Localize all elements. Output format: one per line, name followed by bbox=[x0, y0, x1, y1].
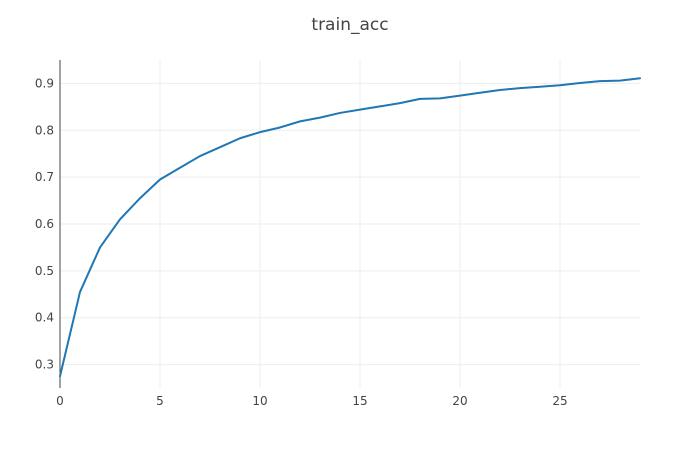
y-tick-label: 0.8 bbox=[35, 123, 54, 137]
y-tick-label: 0.3 bbox=[35, 358, 54, 372]
y-tick-label: 0.6 bbox=[35, 217, 54, 231]
series-layer bbox=[59, 77, 641, 378]
x-tick-label: 15 bbox=[352, 394, 367, 408]
y-tick-label: 0.5 bbox=[35, 264, 54, 278]
x-tick-label: 20 bbox=[452, 394, 467, 408]
y-tick-label: 0.4 bbox=[35, 311, 54, 325]
x-tick-label: 5 bbox=[156, 394, 164, 408]
tick-labels: 0 5 10 15 20 25 0.3 0.4 0.5 0.6 0.7 0.8 0.9 bbox=[35, 76, 568, 408]
chart-title: train_acc bbox=[311, 15, 388, 35]
x-tick-label: 10 bbox=[252, 394, 267, 408]
y-tick-label: 0.9 bbox=[35, 76, 54, 90]
y-tick-label: 0.7 bbox=[35, 170, 54, 184]
grid bbox=[60, 60, 640, 388]
x-tick-label: 25 bbox=[552, 394, 567, 408]
series-line bbox=[59, 77, 641, 378]
x-tick-label: 0 bbox=[56, 394, 64, 408]
